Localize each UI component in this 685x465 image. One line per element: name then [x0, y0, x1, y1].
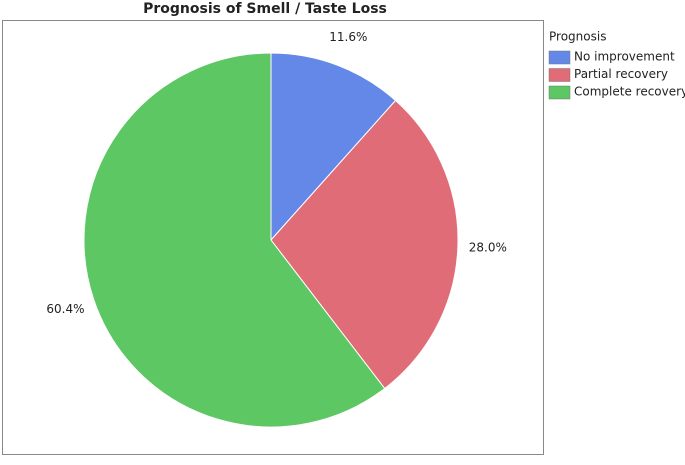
- pie-slice: [83, 52, 386, 428]
- pie-slice: [270, 99, 459, 390]
- data-label: 11.6%: [329, 30, 367, 44]
- legend-title: Prognosis: [549, 30, 606, 44]
- plot-frame: [2, 20, 544, 455]
- chart-title: Prognosis of Smell / Taste Loss: [143, 1, 387, 17]
- legend-label: No improvement: [574, 50, 675, 64]
- legend-swatch: [548, 50, 571, 65]
- pie-slice: [270, 52, 397, 242]
- legend-label: Partial recovery: [574, 67, 668, 81]
- legend-swatch: [548, 85, 571, 100]
- legend-label: Complete recovery: [574, 85, 685, 99]
- legend-swatch: [548, 68, 571, 82]
- data-label: 28.0%: [469, 241, 507, 255]
- data-label: 60.4%: [46, 302, 84, 316]
